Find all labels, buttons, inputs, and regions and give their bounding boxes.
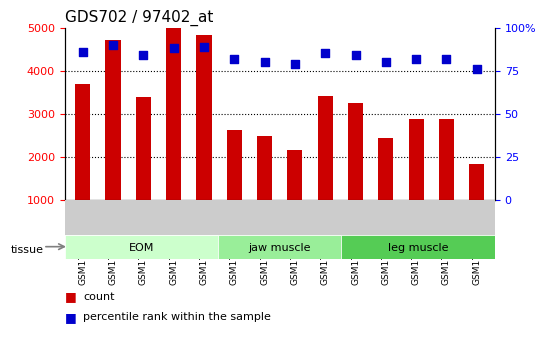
FancyBboxPatch shape <box>341 235 495 259</box>
Text: tissue: tissue <box>11 245 44 255</box>
Text: ■: ■ <box>65 311 76 324</box>
Bar <box>469 164 484 200</box>
Bar <box>408 119 424 200</box>
Bar <box>439 119 454 200</box>
Bar <box>136 97 151 200</box>
Text: percentile rank within the sample: percentile rank within the sample <box>83 313 271 322</box>
Text: EOM: EOM <box>129 243 154 253</box>
Point <box>412 56 421 61</box>
Text: GDS702 / 97402_at: GDS702 / 97402_at <box>65 10 213 26</box>
Point <box>169 46 178 51</box>
Bar <box>257 136 272 200</box>
Point <box>321 51 330 56</box>
FancyBboxPatch shape <box>65 235 218 259</box>
Bar <box>348 103 363 200</box>
Text: jaw muscle: jaw muscle <box>249 243 311 253</box>
Point <box>291 61 299 67</box>
Bar <box>105 40 121 200</box>
Point <box>109 42 117 48</box>
Point <box>351 52 360 58</box>
Bar <box>226 130 242 200</box>
Text: ■: ■ <box>65 290 76 303</box>
Text: count: count <box>83 292 115 302</box>
Bar <box>196 36 211 200</box>
Point <box>230 56 238 61</box>
Text: leg muscle: leg muscle <box>388 243 448 253</box>
Bar <box>166 28 181 200</box>
Point <box>79 49 87 55</box>
Bar <box>317 96 333 200</box>
Point <box>260 59 269 65</box>
FancyBboxPatch shape <box>218 235 341 259</box>
Bar <box>378 138 393 200</box>
Bar <box>75 84 90 200</box>
Point <box>139 52 147 58</box>
Point <box>442 56 451 61</box>
Bar <box>287 150 302 200</box>
Point <box>472 66 481 72</box>
Point <box>200 44 208 49</box>
Point <box>381 59 390 65</box>
